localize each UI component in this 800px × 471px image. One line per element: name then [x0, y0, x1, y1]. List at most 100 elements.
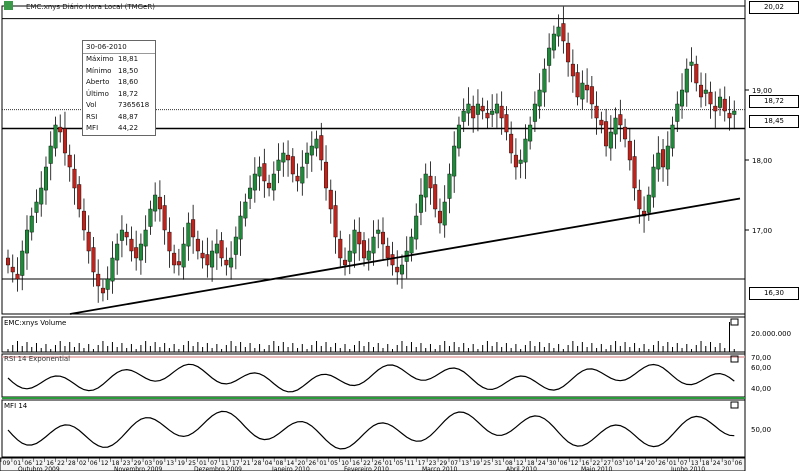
- candle-body: [267, 182, 272, 189]
- data-tooltip: 30-06-2010 Máximo 18,81 Mínimo 18,50 Aberto 1…: [82, 40, 156, 136]
- candle-body: [542, 68, 547, 93]
- candle-body: [238, 215, 243, 240]
- app-logo-icon: [4, 1, 13, 10]
- x-month-label: Novembro 2009: [114, 466, 162, 471]
- candle-body: [385, 245, 390, 259]
- volume-bars: [7, 322, 735, 352]
- x-tick-label: 17: [418, 460, 426, 467]
- candle-body: [428, 175, 433, 189]
- candle-body: [157, 196, 162, 210]
- candle-body: [295, 175, 300, 182]
- x-tick-label: 10: [625, 460, 633, 467]
- x-tick-label: 04: [265, 460, 273, 467]
- y-tick-label: 18,00: [752, 157, 772, 165]
- candle-body: [461, 110, 466, 122]
- rsi-panel-toggle-icon: [730, 355, 739, 363]
- tooltip-date: 30-06-2010: [83, 41, 155, 54]
- tooltip-value: 7365618: [118, 101, 150, 109]
- candle-body: [252, 173, 257, 191]
- candle-body: [210, 250, 215, 268]
- candle-body: [229, 257, 234, 268]
- tooltip-key: MFI: [86, 124, 99, 132]
- candle-body: [29, 215, 34, 233]
- candle-body: [656, 152, 661, 170]
- candle-body: [110, 257, 115, 282]
- x-tick-label: 01: [199, 460, 207, 467]
- tooltip-key: RSI: [86, 112, 98, 121]
- tooltip-value: 18,81: [118, 55, 139, 63]
- volume-panel-toggle-icon: [730, 318, 739, 326]
- candle-body: [262, 163, 267, 182]
- y-tick-label: 19,00: [752, 87, 772, 95]
- x-tick-label: 06: [24, 460, 32, 467]
- candle-body: [646, 194, 651, 213]
- candle-body: [53, 124, 58, 149]
- x-month-label: Dezembro 2009: [194, 466, 242, 471]
- volume-panel-label: EMC:xnys Volume: [4, 319, 66, 327]
- x-tick-label: 18: [702, 460, 710, 467]
- candle-body: [77, 184, 82, 210]
- tooltip-key: Último: [86, 89, 109, 98]
- candle-body: [395, 266, 400, 273]
- x-tick-label: 08: [276, 460, 284, 467]
- candle-body: [309, 145, 314, 156]
- x-tick-label: 08: [505, 460, 513, 467]
- candle-body: [15, 273, 20, 280]
- x-tick-label: 13: [691, 460, 699, 467]
- candle-body: [556, 26, 561, 37]
- candle-body: [665, 145, 670, 170]
- x-tick-label: 12: [101, 460, 109, 467]
- rsi-line: [7, 363, 735, 393]
- candle-body: [5, 257, 10, 266]
- candle-body: [561, 23, 566, 42]
- tooltip-key: Aberto: [86, 78, 110, 86]
- candle-body: [528, 124, 533, 142]
- candle-body: [694, 63, 699, 84]
- candle-body: [390, 254, 395, 266]
- mfi-panel-toggle-icon: [730, 401, 739, 409]
- tooltip-value: 48,87: [118, 112, 139, 121]
- x-tick-label: 30: [724, 460, 732, 467]
- x-tick-label: 22: [593, 460, 601, 467]
- candle-body: [651, 166, 656, 198]
- x-tick-label: 18: [527, 460, 535, 467]
- rsi-panel-label: RSI 14 Exponential: [4, 355, 70, 363]
- candle-body: [172, 252, 177, 266]
- x-tick-label: 14: [636, 460, 644, 467]
- candle-body: [24, 229, 29, 254]
- rsi-tick-label: 70,00: [751, 354, 771, 362]
- x-tick-label: 03: [145, 460, 153, 467]
- candle-body: [129, 238, 134, 252]
- x-tick-label: 05: [396, 460, 404, 467]
- tooltip-row: Máximo 18,81: [83, 54, 155, 66]
- price-label-resistance: 18,45: [749, 115, 799, 128]
- x-tick-label: 12: [516, 460, 524, 467]
- candle-body: [494, 103, 499, 114]
- candle-body: [338, 238, 343, 259]
- candle-body: [623, 126, 628, 140]
- candle-body: [485, 112, 490, 119]
- trendline: [69, 197, 741, 315]
- candle-body: [608, 131, 613, 149]
- candle-body: [62, 128, 67, 154]
- candle-body: [148, 208, 153, 227]
- x-tick-label: 20: [647, 460, 655, 467]
- candle-body: [570, 63, 575, 77]
- price-label-high: 20,02: [749, 1, 799, 14]
- candle-body: [324, 161, 329, 189]
- x-month-label: Maio 2010: [581, 466, 613, 471]
- x-tick-label: 01: [385, 460, 393, 467]
- candle-body: [718, 96, 723, 108]
- candle-body: [39, 187, 44, 205]
- candle-body: [675, 103, 680, 122]
- x-tick-label: 09: [3, 460, 11, 467]
- candle-body: [300, 166, 305, 184]
- candle-body: [523, 138, 528, 163]
- candle-body: [48, 145, 53, 164]
- candle-body: [67, 154, 72, 168]
- candle-body: [589, 86, 594, 105]
- x-tick-label: 11: [221, 460, 229, 467]
- candle-body: [271, 173, 276, 191]
- candle-body: [380, 231, 385, 245]
- candle-body: [661, 149, 666, 168]
